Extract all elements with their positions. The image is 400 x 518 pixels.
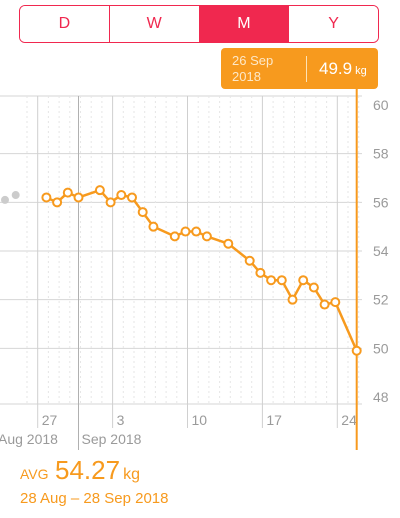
data-point[interactable]	[255, 267, 266, 278]
data-point[interactable]	[287, 294, 298, 305]
x-tick-label: 24	[341, 412, 357, 428]
y-tick-label: 52	[373, 292, 389, 308]
average-date-range: 28 Aug – 28 Sep 2018	[20, 490, 169, 507]
data-point[interactable]	[319, 299, 330, 310]
average-unit: kg	[123, 466, 140, 483]
data-point[interactable]	[244, 255, 255, 266]
data-point[interactable]	[201, 231, 212, 242]
series-line	[45, 188, 358, 352]
selected-value-tooltip: 26 Sep 2018 49.9 kg	[221, 48, 378, 89]
tooltip-value-number: 49.9	[319, 58, 353, 78]
data-point[interactable]	[52, 197, 63, 208]
segment-year[interactable]: Y	[289, 6, 378, 42]
data-point[interactable]	[266, 275, 277, 286]
data-point[interactable]	[127, 192, 137, 203]
data-point[interactable]	[351, 345, 362, 356]
data-point[interactable]	[276, 275, 287, 286]
month-label: Sep 2018	[82, 431, 142, 447]
tooltip-date-day-month: 26 Sep	[232, 52, 274, 68]
data-point[interactable]	[169, 231, 180, 242]
segment-month[interactable]: M	[199, 6, 290, 42]
data-point[interactable]	[62, 187, 73, 198]
data-point[interactable]	[94, 185, 105, 196]
tooltip-date: 26 Sep 2018	[221, 53, 306, 85]
y-tick-label: 48	[373, 389, 389, 405]
average-summary: AVG 54.27 kg	[20, 455, 140, 486]
data-point[interactable]	[137, 207, 148, 218]
tooltip-date-year: 2018	[232, 68, 261, 84]
data-point[interactable]	[73, 192, 84, 203]
x-tick-label: 17	[266, 412, 282, 428]
weight-line-chart[interactable]: 48 50 52 54 56 58 60 27 3 10 17 24 Aug 2018 Sep 2018	[0, 0, 400, 450]
x-tick-label: 3	[117, 412, 125, 428]
data-point[interactable]	[41, 192, 52, 203]
data-point[interactable]	[105, 197, 116, 208]
y-tick-label: 56	[373, 194, 389, 210]
segment-week[interactable]: W	[109, 6, 200, 42]
data-point[interactable]	[148, 221, 159, 232]
tooltip-value-unit: kg	[355, 64, 367, 77]
data-point[interactable]	[298, 275, 309, 286]
data-point[interactable]	[116, 190, 127, 201]
data-point[interactable]	[330, 297, 341, 308]
data-point[interactable]	[180, 226, 191, 237]
average-value: 54.27	[54, 455, 121, 485]
y-tick-label: 50	[373, 340, 389, 356]
prior-data-point	[11, 191, 20, 200]
x-tick-label: 27	[42, 412, 58, 428]
data-point[interactable]	[191, 226, 202, 237]
tooltip-divider	[306, 55, 307, 82]
time-range-segmented-control: D W M Y	[19, 5, 379, 43]
x-tick-label: 10	[192, 412, 208, 428]
y-tick-label: 58	[373, 146, 389, 162]
segment-day[interactable]: D	[20, 6, 110, 42]
prior-data-point	[1, 195, 9, 204]
y-tick-label: 60	[373, 97, 389, 113]
y-tick-label: 54	[373, 243, 389, 259]
data-point[interactable]	[308, 282, 319, 293]
month-label: Aug 2018	[0, 431, 58, 447]
average-label: AVG	[20, 466, 49, 482]
data-point[interactable]	[223, 238, 234, 249]
tooltip-value: 49.9 kg	[307, 59, 378, 79]
